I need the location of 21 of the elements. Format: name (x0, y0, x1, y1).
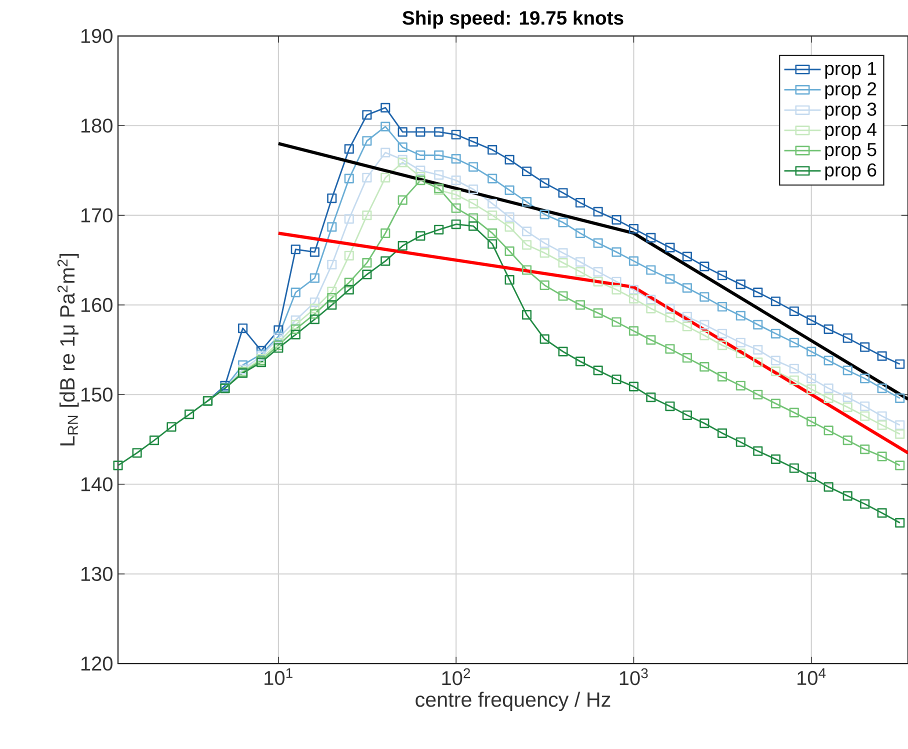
y-tick-label: 180 (81, 118, 112, 133)
x-tick-label: 10$^{2}$ (442, 668, 470, 686)
y-tick-label: 120 (81, 656, 112, 671)
y-tick-label: 160 (81, 298, 112, 312)
x-tick-label: 10$^{3}$ (620, 668, 648, 686)
y-axis-title: L$_{RN}$ [dB re 1μ Pa$^{2}$m$^{2}$] (57, 254, 79, 446)
y-tick-label: 140 (81, 477, 112, 492)
legend-label: prop 4 (825, 123, 876, 140)
legend-label: prop 3 (825, 102, 876, 120)
legend-label: prop 5 (825, 143, 876, 160)
chart-title: Ship speed: 19.75 knots (402, 10, 624, 29)
legend-label: prop 6 (825, 163, 876, 180)
x-tick-label: 10$^{1}$ (264, 668, 292, 686)
y-tick-label: 190 (81, 28, 112, 44)
x-tick-label: 10$^{4}$ (798, 668, 826, 686)
y-tick-label: 170 (81, 208, 112, 222)
legend-label: prop 2 (825, 82, 876, 100)
y-tick-label: 150 (81, 388, 112, 402)
x-axis-title: centre frequency / Hz (416, 692, 610, 711)
y-tick-label: 130 (81, 566, 112, 581)
legend-label: prop 1 (825, 62, 876, 79)
